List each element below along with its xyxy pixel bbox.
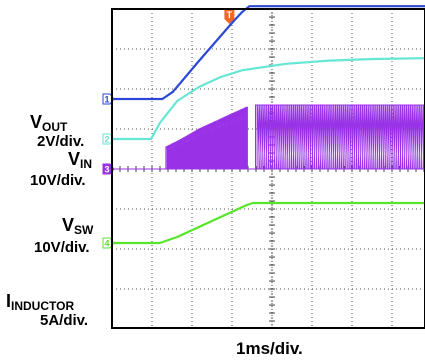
channel-marker-label: 2	[104, 135, 109, 145]
plot-frame	[111, 8, 425, 329]
iinductor-scale: 5A/div.	[40, 312, 89, 329]
trace-ch3	[112, 104, 425, 170]
iinductor-label: IINDUCTOR	[6, 291, 75, 313]
x-axis-scale: 1ms/div.	[236, 339, 303, 358]
trigger-marker: T	[224, 8, 235, 24]
channel-marker-label: 4	[104, 239, 109, 249]
vout-scale: 2V/div.	[37, 133, 85, 150]
trigger-marker-shape	[224, 8, 235, 24]
channel-marker-label: 3	[104, 165, 109, 175]
vin-scale: 10V/div.	[30, 172, 86, 189]
vsw-scale: 10V/div.	[34, 239, 90, 256]
trigger-marker-label: T	[227, 10, 233, 20]
trace-ch4	[112, 201, 425, 245]
vout-label: VOUT	[30, 112, 68, 134]
vin-label: VIN	[68, 149, 93, 171]
trace-ch1	[112, 5, 425, 101]
trace-ch2	[112, 57, 425, 141]
vsw-label: VSW	[62, 215, 94, 237]
traces	[112, 5, 425, 245]
channel-marker-label: 1	[104, 95, 109, 105]
